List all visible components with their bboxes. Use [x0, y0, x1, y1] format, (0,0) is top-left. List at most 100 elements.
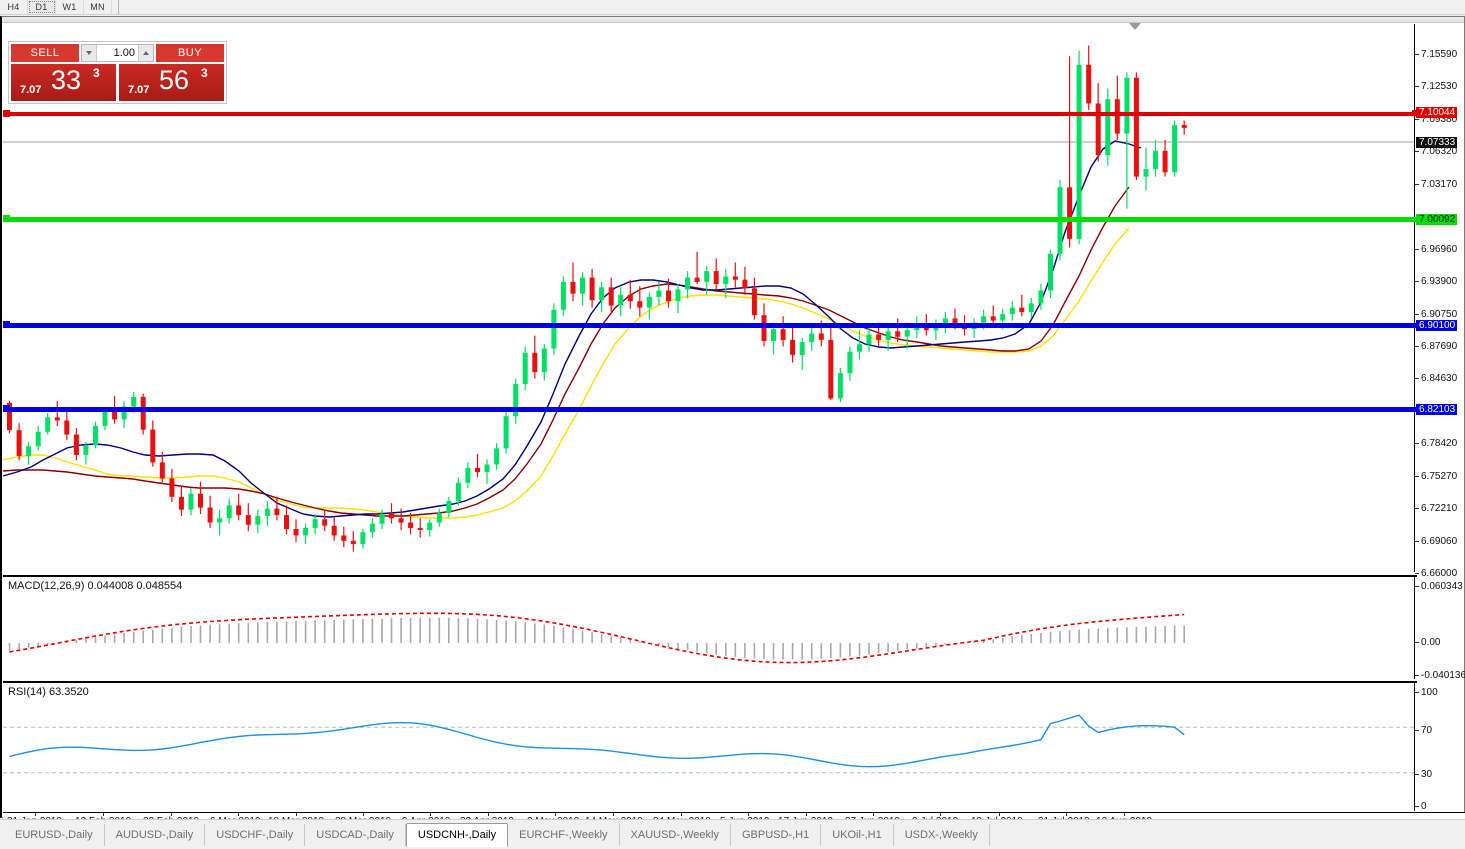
date-axis-tick — [488, 813, 489, 816]
candle-body — [417, 527, 423, 530]
chart-tab-label: USDX-,Weekly — [904, 829, 978, 841]
candle-body — [446, 501, 452, 513]
price-tick-label: 6.78420 — [1421, 438, 1458, 449]
candle-body — [761, 315, 767, 341]
candle-body — [857, 344, 862, 352]
candle-body — [866, 334, 872, 345]
chart-tab-usdchf[interactable]: USDCHF-,Daily — [205, 824, 306, 846]
candle-body — [1009, 307, 1015, 315]
candle-body — [599, 287, 605, 301]
volume-decrease-icon[interactable] — [82, 45, 97, 61]
candle-body — [1172, 125, 1178, 173]
candle-body — [723, 276, 729, 284]
price-pane[interactable] — [3, 24, 1417, 572]
chart-tab-eurusd[interactable]: EURUSD-,Daily — [4, 824, 105, 846]
macd-label: MACD(12,26,9) 0.044008 0.048554 — [8, 580, 183, 592]
level-1-price-tag[interactable]: 6.90100 — [1412, 320, 1458, 331]
candle-body — [1114, 99, 1120, 134]
candle-body — [876, 334, 882, 340]
chart-tab-bar[interactable]: EURUSD-,Daily AUDUSD-,Daily USDCHF-,Daily U… — [0, 819, 1465, 849]
resistance-line[interactable] — [3, 110, 1417, 117]
date-axis-tick — [806, 813, 807, 816]
resistance-price-tag[interactable]: 7.10044 — [1412, 107, 1458, 118]
support-price-tag[interactable]: 7.00092 — [1412, 214, 1458, 225]
level-1-line[interactable] — [3, 321, 1417, 328]
level-2-price-tag[interactable]: 6.82103 — [1412, 404, 1458, 415]
candle-body — [560, 281, 566, 310]
macd-pane[interactable]: MACD(12,26,9) 0.044008 0.048554 — [3, 575, 1417, 679]
chart-tab-label: USDCHF-,Daily — [216, 829, 294, 841]
candle-body — [532, 352, 538, 373]
candle-body — [580, 277, 585, 294]
candle-body — [990, 316, 996, 321]
date-axis-tick — [430, 813, 431, 816]
current-bar-marker-icon — [1129, 23, 1141, 30]
candle-body — [26, 446, 32, 456]
volume-stepper[interactable]: 1.00 — [81, 44, 154, 62]
buy-button[interactable]: BUY — [156, 44, 224, 62]
level-2-line[interactable] — [3, 405, 1417, 412]
resistance-line-grip[interactable] — [3, 110, 10, 117]
macd-chart-svg — [8, 612, 1185, 664]
candle-body — [608, 287, 614, 306]
macd-signal-line — [9, 612, 1185, 664]
chart-tab-eurchf[interactable]: EURCHF-,Weekly — [508, 824, 620, 846]
price-tag-grip-icon — [1412, 217, 1417, 222]
candle-body — [1105, 99, 1111, 156]
candle-body — [140, 396, 146, 430]
bid-price-button[interactable]: 7.07 33 3 — [11, 64, 116, 101]
chart-tab-label: EURCHF-,Weekly — [519, 829, 608, 841]
timeframe-w1[interactable]: W1 — [56, 0, 84, 14]
candle-body — [7, 402, 12, 431]
candle-body — [656, 290, 662, 297]
timeframe-h4[interactable]: H4 — [0, 0, 28, 14]
chart-tab-xauusd[interactable]: XAUUSD-,Weekly — [620, 824, 731, 846]
candle-body — [751, 288, 757, 316]
volume-increase-icon[interactable] — [138, 45, 153, 61]
candle-body — [159, 462, 165, 479]
candle-body — [484, 464, 490, 472]
candle-body — [1000, 314, 1006, 321]
volume-value[interactable]: 1.00 — [113, 47, 135, 59]
timeframe-mn[interactable]: MN — [84, 0, 112, 14]
candle-body — [245, 515, 251, 525]
candle-body — [427, 522, 433, 531]
price-tick-label: 7.06320 — [1421, 146, 1458, 157]
chart-tab-usdx[interactable]: USDX-,Weekly — [894, 824, 990, 846]
ask-price-button[interactable]: 7.07 56 3 — [119, 64, 224, 101]
candle-body — [1143, 169, 1149, 177]
candle-body — [465, 467, 471, 483]
date-axis-tick — [103, 813, 104, 816]
support-line-grip[interactable] — [3, 215, 10, 222]
candlestick-series — [7, 45, 1187, 552]
chart-tab-label: USDCNH-,Daily — [417, 829, 497, 841]
candle-body — [284, 515, 289, 530]
chart-tab-ukoil[interactable]: UKOil-,H1 — [821, 824, 894, 846]
candle-body — [198, 493, 203, 508]
rsi-pane[interactable]: RSI(14) 63.3520 — [3, 681, 1417, 811]
macd-scale[interactable]: 0.060343 0.00 -0.040136 — [1414, 577, 1465, 681]
support-line[interactable] — [3, 215, 1417, 222]
chart-tab-audusd[interactable]: AUDUSD-,Daily — [105, 824, 206, 846]
level-1-line-grip[interactable] — [3, 321, 10, 328]
last-price-tag[interactable]: 7.07333 — [1416, 137, 1458, 148]
chart-tab-usdcnh[interactable]: USDCNH-,Daily — [405, 823, 509, 847]
candle-body — [1095, 103, 1101, 156]
rsi-scale[interactable]: 100 70 30 0 — [1414, 683, 1464, 812]
candle-body — [1124, 77, 1130, 134]
date-axis-tick — [613, 813, 614, 816]
price-scale[interactable]: 7.15590 7.12530 7.09380 7.06320 7.03170 6.969… — [1412, 24, 1464, 579]
one-click-trading-panel[interactable]: SELL 1.00 BUY 7.07 33 3 7.07 56 3 — [8, 41, 227, 104]
ma-blue-line — [3, 140, 1142, 518]
candle-body — [264, 508, 270, 517]
chart-tab-gbpusd[interactable]: GBPUSD-,H1 — [731, 824, 822, 846]
timeframe-d1[interactable]: D1 — [28, 0, 56, 14]
candle-body — [1019, 307, 1025, 312]
level-2-line-grip[interactable] — [3, 405, 10, 412]
candle-body — [236, 505, 242, 516]
ask-price-point: 3 — [201, 66, 208, 80]
chart-tab-usdcad[interactable]: USDCAD-,Daily — [305, 824, 406, 846]
sell-button[interactable]: SELL — [11, 44, 79, 62]
horizontal-scrollbar[interactable] — [2, 17, 1464, 23]
